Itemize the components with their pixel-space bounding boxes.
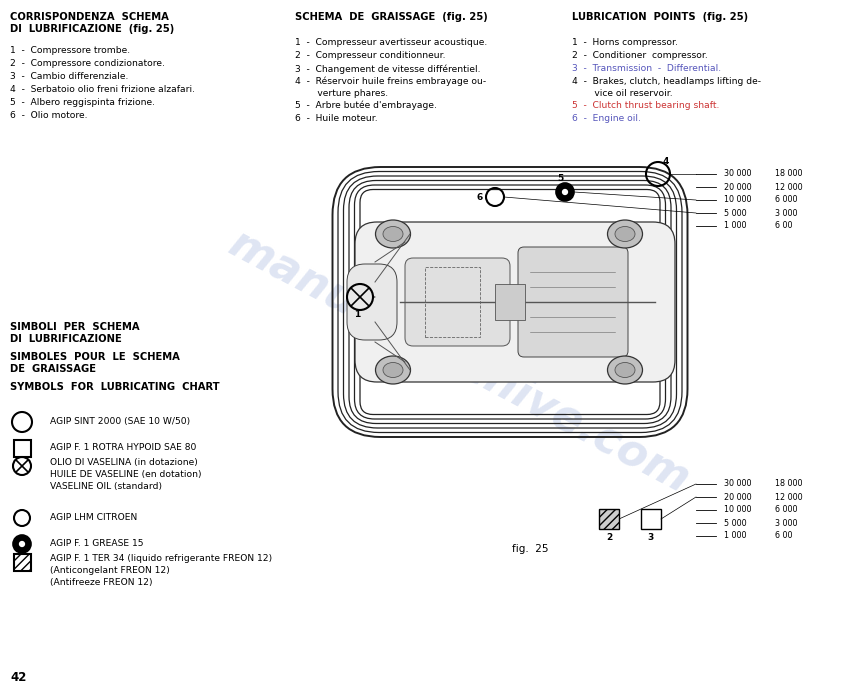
Text: 1  -  Compresseur avertisseur acoustique.: 1 - Compresseur avertisseur acoustique. <box>295 38 488 47</box>
Text: DI  LUBRIFICAZIONE: DI LUBRIFICAZIONE <box>10 334 122 344</box>
Text: 4  -  Réservoir huile freins embrayage ou-: 4 - Réservoir huile freins embrayage ou- <box>295 77 486 86</box>
Text: AGIP LHM CITROEN: AGIP LHM CITROEN <box>50 513 137 522</box>
FancyBboxPatch shape <box>518 247 628 357</box>
Text: 12 000: 12 000 <box>775 493 802 502</box>
Text: 6: 6 <box>477 192 483 201</box>
Text: CORRISPONDENZA  SCHEMA: CORRISPONDENZA SCHEMA <box>10 12 168 22</box>
FancyBboxPatch shape <box>347 264 397 340</box>
Text: 1  -  Horns compressor.: 1 - Horns compressor. <box>572 38 678 47</box>
Text: 3  -  Transmission  -  Differential.: 3 - Transmission - Differential. <box>572 64 721 73</box>
Ellipse shape <box>375 220 410 248</box>
Text: 4: 4 <box>663 157 670 166</box>
Text: 6 000: 6 000 <box>775 505 797 514</box>
Text: 30 000: 30 000 <box>724 480 751 489</box>
Bar <box>425 267 480 337</box>
Text: 5: 5 <box>557 174 563 183</box>
Text: 4  -  Serbatoio olio freni frizione alzafari.: 4 - Serbatoio olio freni frizione alzafa… <box>10 85 195 94</box>
Text: verture phares.: verture phares. <box>303 89 388 98</box>
Text: 1: 1 <box>354 310 360 319</box>
Circle shape <box>556 183 574 201</box>
Text: 20 000: 20 000 <box>724 493 751 502</box>
Text: 42: 42 <box>10 671 26 684</box>
Text: HUILE DE VASELINE (en dotation): HUILE DE VASELINE (en dotation) <box>50 470 202 479</box>
Text: SCHEMA  DE  GRAISSAGE  (fig. 25): SCHEMA DE GRAISSAGE (fig. 25) <box>295 12 488 22</box>
Text: 3  -  Cambio differenziale.: 3 - Cambio differenziale. <box>10 72 129 81</box>
Text: AGIP F. 1 GREASE 15: AGIP F. 1 GREASE 15 <box>50 539 144 548</box>
Text: 2  -  Conditioner  compressor.: 2 - Conditioner compressor. <box>572 51 708 60</box>
Text: 6 00: 6 00 <box>775 221 792 230</box>
Text: 18 000: 18 000 <box>775 170 802 179</box>
Text: 6  -  Olio motore.: 6 - Olio motore. <box>10 111 88 120</box>
Text: 3: 3 <box>648 533 654 542</box>
Text: 3  -  Changement de vitesse différentiel.: 3 - Changement de vitesse différentiel. <box>295 64 481 73</box>
Text: AGIP F. 1 ROTRA HYPOID SAE 80: AGIP F. 1 ROTRA HYPOID SAE 80 <box>50 443 197 452</box>
Text: LUBRICATION  POINTS  (fig. 25): LUBRICATION POINTS (fig. 25) <box>572 12 748 22</box>
Ellipse shape <box>608 220 643 248</box>
Text: 5  -  Albero reggispinta frizione.: 5 - Albero reggispinta frizione. <box>10 98 155 107</box>
Text: SIMBOLI  PER  SCHEMA: SIMBOLI PER SCHEMA <box>10 322 140 332</box>
Bar <box>599 509 619 529</box>
Text: 3 000: 3 000 <box>775 518 797 527</box>
Text: (Antifreeze FREON 12): (Antifreeze FREON 12) <box>50 578 152 587</box>
Text: 5  -  Arbre butée d'embrayage.: 5 - Arbre butée d'embrayage. <box>295 101 437 111</box>
Text: 2  -  Compresseur conditionneur.: 2 - Compresseur conditionneur. <box>295 51 446 60</box>
Bar <box>14 439 31 457</box>
Circle shape <box>19 541 26 547</box>
Bar <box>495 284 525 320</box>
Text: 6 00: 6 00 <box>775 531 792 540</box>
Text: (Anticongelant FREON 12): (Anticongelant FREON 12) <box>50 566 169 575</box>
Text: 6 000: 6 000 <box>775 196 797 205</box>
Text: vice oil reservoir.: vice oil reservoir. <box>580 89 672 98</box>
Text: 2  -  Compressore condizionatore.: 2 - Compressore condizionatore. <box>10 59 165 68</box>
Text: 10 000: 10 000 <box>724 196 751 205</box>
Circle shape <box>562 189 568 195</box>
Text: DI  LUBRIFICAZIONE  (fig. 25): DI LUBRIFICAZIONE (fig. 25) <box>10 24 174 34</box>
Text: 18 000: 18 000 <box>775 480 802 489</box>
Text: 10 000: 10 000 <box>724 505 751 514</box>
Text: OLIO DI VASELINA (in dotazione): OLIO DI VASELINA (in dotazione) <box>50 458 197 467</box>
Text: SYMBOLS  FOR  LUBRICATING  CHART: SYMBOLS FOR LUBRICATING CHART <box>10 382 220 392</box>
FancyBboxPatch shape <box>355 222 675 382</box>
Ellipse shape <box>615 226 635 242</box>
Text: fig.  25: fig. 25 <box>511 544 548 554</box>
Bar <box>14 554 31 570</box>
Text: 30 000: 30 000 <box>724 170 751 179</box>
Text: SIMBOLES  POUR  LE  SCHEMA: SIMBOLES POUR LE SCHEMA <box>10 352 180 362</box>
Text: 5 000: 5 000 <box>724 518 746 527</box>
Text: 1 000: 1 000 <box>724 221 746 230</box>
Text: DE  GRAISSAGE: DE GRAISSAGE <box>10 364 96 374</box>
Text: 6  -  Huile moteur.: 6 - Huile moteur. <box>295 114 378 123</box>
Ellipse shape <box>383 226 403 242</box>
Text: 5 000: 5 000 <box>724 208 746 217</box>
Text: VASELINE OIL (standard): VASELINE OIL (standard) <box>50 482 162 491</box>
Text: 20 000: 20 000 <box>724 183 751 192</box>
Text: 1 000: 1 000 <box>724 531 746 540</box>
Ellipse shape <box>383 363 403 378</box>
Ellipse shape <box>615 363 635 378</box>
Text: 4  -  Brakes, clutch, headlamps lifting de-: 4 - Brakes, clutch, headlamps lifting de… <box>572 77 761 86</box>
Ellipse shape <box>375 356 410 384</box>
Text: 2: 2 <box>606 533 612 542</box>
Bar <box>641 509 661 529</box>
FancyBboxPatch shape <box>405 258 510 346</box>
Circle shape <box>13 535 31 553</box>
Text: 3 000: 3 000 <box>775 208 797 217</box>
Text: 1  -  Compressore trombe.: 1 - Compressore trombe. <box>10 46 130 55</box>
Text: 6  -  Engine oil.: 6 - Engine oil. <box>572 114 641 123</box>
Text: AGIP F. 1 TER 34 (liquido refrigerante FREON 12): AGIP F. 1 TER 34 (liquido refrigerante F… <box>50 554 272 563</box>
Text: AGIP SINT 2000 (SAE 10 W/50): AGIP SINT 2000 (SAE 10 W/50) <box>50 417 190 426</box>
Text: 12 000: 12 000 <box>775 183 802 192</box>
Text: 5  -  Clutch thrust bearing shaft.: 5 - Clutch thrust bearing shaft. <box>572 101 719 110</box>
Ellipse shape <box>608 356 643 384</box>
Text: manualsarchive.com: manualsarchive.com <box>222 222 698 502</box>
